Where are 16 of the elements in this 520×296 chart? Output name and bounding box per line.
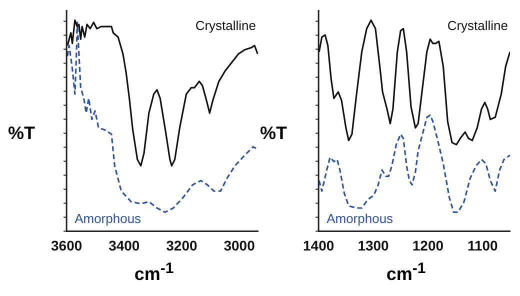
x-tick-label: 3600 — [50, 237, 82, 254]
y-axis-title: %T — [260, 122, 288, 144]
series-label: Crystalline — [447, 18, 508, 33]
x-tick-label: 1200 — [412, 237, 444, 254]
x-tick-label: 3400 — [108, 237, 140, 254]
x-tick-label: 1400 — [302, 237, 334, 254]
x-tick-label: 3000 — [224, 237, 256, 254]
x-tick-label: 1300 — [358, 237, 390, 254]
series-label: Amorphous — [326, 211, 394, 226]
series-label: Amorphous — [74, 211, 142, 226]
x-axis-title: cm$^{-1}$ — [134, 260, 174, 285]
x-tick-label: 3200 — [166, 237, 198, 254]
x-tick-label: 1100 — [467, 237, 498, 254]
y-axis-title: %T — [8, 122, 36, 144]
series-label: Crystalline — [195, 18, 256, 33]
x-axis-title: cm$^{-1}$ — [386, 260, 426, 285]
